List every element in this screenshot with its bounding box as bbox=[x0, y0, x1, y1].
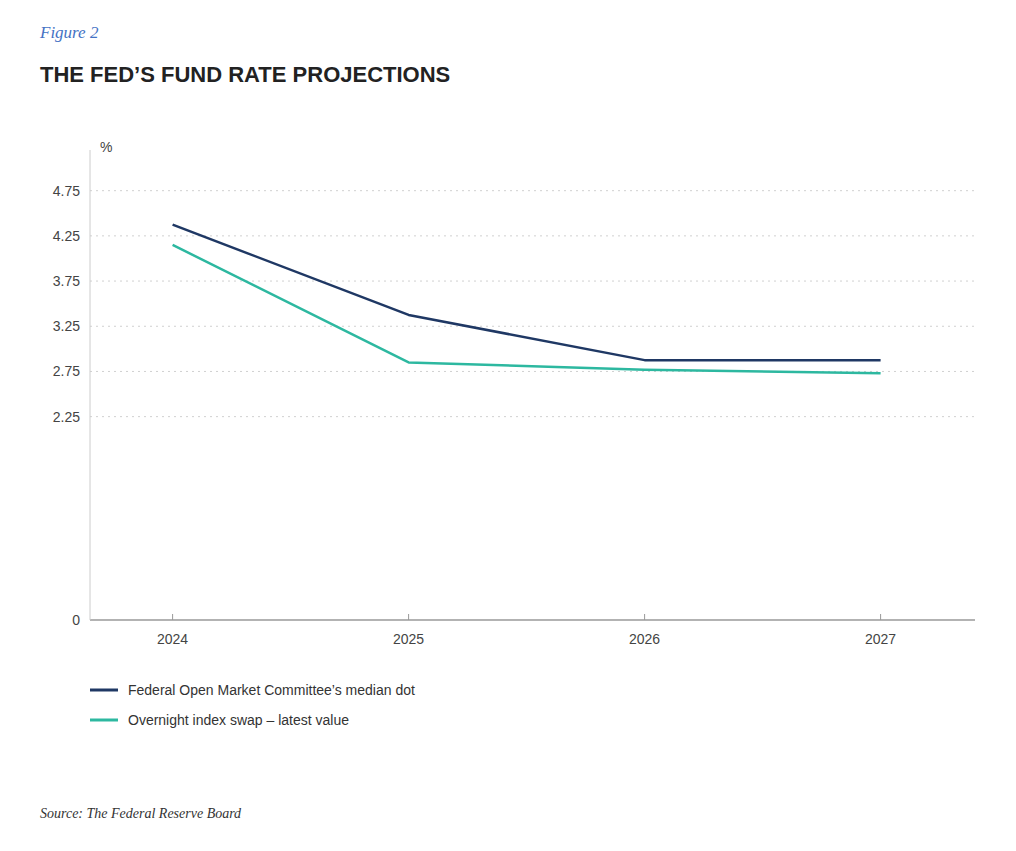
legend-label: Overnight index swap – latest value bbox=[128, 712, 349, 728]
x-tick-label: 2027 bbox=[865, 631, 896, 647]
legend-swatch bbox=[90, 719, 118, 722]
x-tick-label: 2026 bbox=[629, 631, 660, 647]
x-tick bbox=[644, 614, 645, 620]
figure-label: Figure 2 bbox=[39, 23, 99, 42]
y-tick-label: 2.25 bbox=[53, 409, 80, 425]
y-tick-label: 2.75 bbox=[53, 363, 80, 379]
series-line bbox=[173, 245, 881, 373]
y-tick-label: 4.75 bbox=[53, 183, 80, 199]
y-tick-label: 4.25 bbox=[53, 228, 80, 244]
grid-line bbox=[90, 620, 975, 621]
grid-line bbox=[90, 235, 975, 236]
series-line bbox=[173, 225, 881, 361]
plot-area bbox=[173, 225, 881, 374]
y-axis-label: % bbox=[100, 139, 112, 155]
y-tick-label: 3.25 bbox=[53, 318, 80, 334]
source: Source: The Federal Reserve Board bbox=[40, 806, 242, 821]
grid-line bbox=[90, 281, 975, 282]
legend: Federal Open Market Committee’s median d… bbox=[90, 682, 415, 728]
x-tick-label: 2025 bbox=[393, 631, 424, 647]
title: THE FED’S FUND RATE PROJECTIONS bbox=[40, 62, 450, 87]
chart: Figure 2 THE FED’S FUND RATE PROJECTIONS 0… bbox=[0, 0, 1016, 851]
x-tick bbox=[880, 614, 881, 620]
x-tick bbox=[172, 614, 173, 620]
y-axis-line bbox=[90, 150, 91, 620]
grid-line bbox=[90, 326, 975, 327]
x-tick bbox=[408, 614, 409, 620]
grid-line bbox=[90, 190, 975, 191]
y-tick-label: 3.75 bbox=[53, 273, 80, 289]
y-tick-label: 0 bbox=[72, 612, 80, 628]
x-axis-line bbox=[90, 620, 975, 621]
grid-line bbox=[90, 416, 975, 417]
x-tick-label: 2024 bbox=[157, 631, 188, 647]
grid bbox=[90, 191, 975, 620]
legend-swatch bbox=[90, 689, 118, 692]
legend-label: Federal Open Market Committee’s median d… bbox=[128, 682, 415, 698]
